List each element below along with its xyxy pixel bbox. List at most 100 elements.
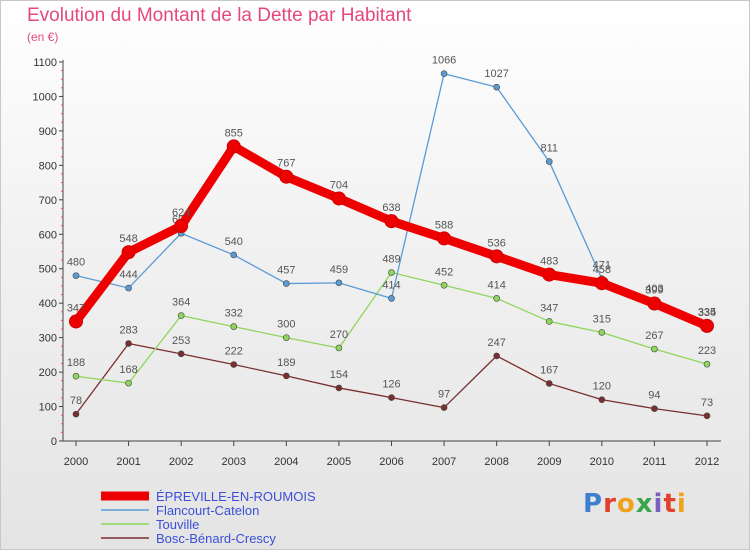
data-point	[121, 245, 136, 260]
legend-label: ÉPREVILLE-EN-ROUMOIS	[156, 489, 316, 504]
data-label: 94	[648, 390, 660, 402]
data-point	[388, 295, 395, 302]
data-point	[542, 267, 557, 282]
data-label: 1066	[432, 55, 456, 67]
x-tick-label: 2010	[590, 456, 614, 468]
data-point	[647, 296, 662, 311]
data-label: 332	[225, 308, 243, 320]
chart-title: Evolution du Montant de la Dette par Hab…	[27, 5, 412, 26]
data-point	[230, 361, 238, 368]
y-tick-label: 500	[39, 264, 57, 276]
data-label: 283	[119, 324, 137, 336]
data-point	[72, 372, 80, 380]
data-point	[125, 379, 132, 387]
series-0: 347 548 624 855 767 704 638 588 536 483 458 399 334	[67, 127, 716, 333]
data-label: 536	[487, 237, 505, 249]
data-label: 126	[382, 379, 400, 391]
x-tick-label: 2011	[643, 456, 667, 468]
chart-unit-label: (en €)	[27, 30, 59, 44]
data-label: 97	[438, 389, 450, 401]
data-label: 1027	[484, 68, 508, 80]
data-label: 247	[487, 337, 505, 349]
y-tick-label: 900	[39, 126, 57, 138]
data-point	[72, 272, 80, 279]
data-point	[700, 318, 714, 333]
data-point	[489, 249, 504, 264]
data-point	[493, 83, 500, 91]
data-point	[440, 281, 448, 289]
data-label: 267	[645, 330, 663, 342]
data-label: 403	[645, 283, 663, 295]
data-point	[335, 384, 343, 392]
y-tick-label: 0	[51, 436, 57, 448]
y-tick-label: 400	[39, 298, 57, 310]
x-tick-label: 2005	[327, 456, 351, 468]
data-point	[437, 231, 452, 246]
y-tick-label: 600	[39, 229, 57, 241]
data-point	[230, 323, 238, 330]
x-tick-label: 2003	[222, 456, 246, 468]
x-tick-label: 2000	[64, 456, 88, 468]
data-label: 548	[119, 233, 137, 245]
data-label: 364	[172, 297, 190, 309]
data-point	[703, 412, 711, 420]
data-label: 811	[540, 143, 558, 155]
legend-label: Flancourt-Catelon	[156, 503, 259, 518]
data-label: 168	[119, 364, 137, 376]
data-point	[283, 280, 290, 287]
data-label: 489	[382, 254, 400, 266]
data-point	[388, 394, 395, 401]
data-label: 458	[593, 264, 611, 276]
data-label: 120	[593, 381, 611, 393]
legend-label: Bosc-Bénard-Crescy	[156, 531, 276, 546]
data-point	[283, 334, 290, 341]
data-point	[226, 139, 241, 154]
data-label: 459	[330, 264, 348, 276]
data-label: 414	[382, 279, 400, 291]
data-point	[125, 284, 132, 292]
data-label: 638	[382, 202, 400, 214]
x-tick-label: 2009	[537, 456, 561, 468]
data-label: 540	[225, 236, 243, 248]
data-point	[331, 191, 346, 206]
data-point	[598, 329, 606, 336]
data-point	[440, 70, 448, 78]
data-label: 483	[540, 256, 558, 268]
series-2: 188 168 364 332 300 270 489 452 414 347 315 267 223	[67, 254, 716, 387]
data-point	[703, 360, 711, 368]
data-point	[651, 405, 658, 412]
data-label: 767	[277, 158, 295, 170]
data-point	[335, 344, 343, 352]
data-label: 73	[701, 397, 713, 409]
series-3: 78 283 253 222 189 154 126 97 247 167 120 94 73	[70, 324, 713, 420]
y-tick-label: 1100	[33, 57, 57, 69]
data-label: 222	[225, 346, 243, 358]
data-label: 347	[540, 302, 558, 314]
data-label: 154	[330, 369, 348, 381]
legend-label: Touville	[156, 517, 199, 532]
x-tick-label: 2006	[379, 456, 403, 468]
data-point	[651, 345, 658, 353]
data-point	[545, 318, 553, 325]
data-label: 452	[435, 266, 453, 278]
data-label: 855	[225, 127, 243, 139]
data-label: 399	[645, 285, 663, 297]
data-point	[388, 269, 395, 276]
data-label: 624	[172, 207, 190, 219]
x-tick-label: 2012	[695, 456, 719, 468]
data-label: 300	[277, 319, 295, 331]
data-point	[493, 352, 500, 360]
y-tick-label: 1000	[33, 91, 57, 103]
y-tick-label: 200	[39, 367, 57, 379]
data-point	[69, 314, 83, 329]
data-label: 444	[119, 269, 137, 281]
x-tick-label: 2002	[169, 456, 193, 468]
data-point	[230, 251, 238, 259]
data-label: 253	[172, 335, 190, 347]
data-point	[545, 380, 553, 387]
x-tick-label: 2004	[274, 456, 298, 468]
data-label: 471	[593, 260, 611, 272]
data-point	[125, 340, 132, 347]
data-label: 335	[698, 307, 716, 319]
